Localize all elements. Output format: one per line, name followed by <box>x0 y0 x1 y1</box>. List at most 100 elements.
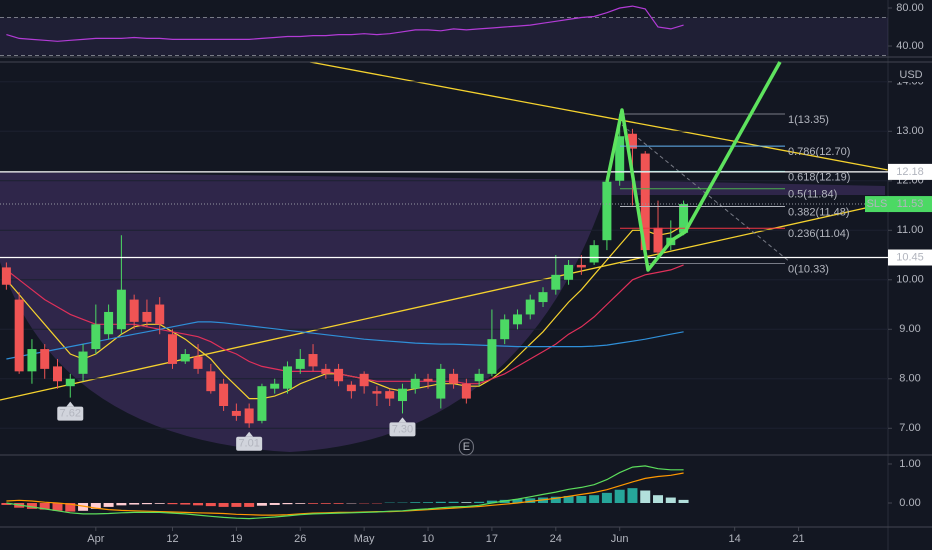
candle-body <box>142 311 152 322</box>
macd-histogram-bar <box>589 495 600 503</box>
candle-body <box>52 366 62 382</box>
low-label-box <box>236 436 263 451</box>
candle-body <box>512 314 522 325</box>
candle-body <box>461 383 471 399</box>
candle-body <box>40 349 50 369</box>
macd-histogram-bar <box>26 503 37 509</box>
low-label: 7.62 <box>60 407 81 419</box>
macd-histogram-bar <box>563 495 574 503</box>
candle-body <box>410 378 420 389</box>
candle-body <box>244 408 254 424</box>
macd-histogram-bar <box>640 490 651 503</box>
low-label-box <box>57 406 84 421</box>
low-marker <box>245 431 254 437</box>
low-marker <box>398 417 407 423</box>
x-tick-label: May <box>354 533 375 545</box>
candle-body <box>423 378 433 382</box>
x-tick-label: 21 <box>792 533 804 545</box>
candle-body <box>334 368 344 382</box>
fib-label: 0.382(11.48) <box>788 206 850 218</box>
candle-body <box>282 366 292 389</box>
macd-histogram-bar <box>1 503 12 505</box>
macd-histogram-bar <box>256 503 267 506</box>
macd-histogram-bar <box>601 492 612 503</box>
fib-label: 0.236(11.04) <box>788 228 850 240</box>
y-tick-label: 10.00 <box>896 274 924 286</box>
trend-line <box>0 202 889 401</box>
macd-histogram-bar <box>193 503 204 506</box>
candle-body <box>551 274 561 290</box>
y-tick-label: 0.00 <box>899 497 920 509</box>
macd-histogram-bar <box>244 503 255 507</box>
x-tick-label: Jun <box>611 533 629 545</box>
low-label: 7.30 <box>392 423 413 435</box>
macd-histogram-bar <box>308 503 319 504</box>
macd-histogram-bar <box>154 503 165 504</box>
x-tick-label: 26 <box>294 533 306 545</box>
y-tick-label: 11.00 <box>897 224 924 236</box>
macd-histogram-bar <box>576 495 587 503</box>
macd-line <box>6 465 684 520</box>
fib-label: 0.786(12.70) <box>788 146 850 158</box>
candle-body <box>576 264 586 268</box>
candle-body <box>640 153 650 251</box>
candle-body <box>359 373 369 387</box>
fib-label: 0.5(11.84) <box>788 189 837 201</box>
x-tick-label: 12 <box>166 533 178 545</box>
x-tick-label: 14 <box>729 533 741 545</box>
x-tick-label: 19 <box>230 533 242 545</box>
macd-histogram-bar <box>627 488 638 503</box>
macd-histogram-bar <box>116 503 127 506</box>
macd-histogram-bar <box>320 503 331 504</box>
y-tick-label: 40.00 <box>896 40 924 52</box>
macd-histogram-bar <box>103 503 114 507</box>
candle-body <box>1 267 11 285</box>
fib-label: 1(13.35) <box>788 114 829 126</box>
y-tick-label: 1.00 <box>899 458 920 470</box>
candle-body <box>104 311 114 335</box>
macd-histogram-bar <box>550 496 561 503</box>
candle-body <box>270 383 280 389</box>
currency: USD <box>899 69 922 81</box>
macd-histogram-bar <box>448 501 459 503</box>
price-label-box <box>888 163 932 180</box>
candle-body <box>474 373 484 382</box>
last-price: 11.53 <box>897 198 924 210</box>
candle-body <box>65 378 75 387</box>
macd-histogram-bar <box>678 499 689 503</box>
candle-body <box>295 358 305 369</box>
macd-histogram-bar <box>333 503 344 504</box>
candle-body <box>91 324 101 350</box>
low-label: 7.01 <box>238 438 259 450</box>
symbol: SLS <box>867 198 888 210</box>
macd-histogram-bar <box>231 503 242 507</box>
macd-histogram-bar <box>141 503 152 505</box>
macd-histogram-bar <box>180 503 191 505</box>
candle-body <box>602 181 612 241</box>
candle-body <box>346 384 356 392</box>
candle-body <box>397 388 407 402</box>
x-tick-label: 17 <box>486 533 498 545</box>
rsi-line <box>6 5 684 42</box>
macd-histogram-bar <box>52 503 63 511</box>
candle-body <box>615 136 625 181</box>
cup-shading <box>0 172 885 452</box>
fib-label: 0.618(12.19) <box>788 171 850 183</box>
price-label: 12.18 <box>896 166 924 178</box>
candle-body <box>129 299 139 322</box>
candle-body <box>308 354 318 367</box>
low-label-box <box>389 422 416 437</box>
candle-body <box>525 299 535 315</box>
candle-body <box>500 319 510 340</box>
macd-histogram-bar <box>129 503 140 505</box>
earnings-marker <box>458 438 474 456</box>
candle-body <box>538 292 548 303</box>
macd-histogram-bar <box>665 497 676 503</box>
macd-histogram-bar <box>39 503 50 510</box>
trend-line <box>309 61 889 171</box>
macd-histogram-bar <box>410 502 421 503</box>
candle-body <box>27 349 37 372</box>
candle-body <box>155 304 165 325</box>
